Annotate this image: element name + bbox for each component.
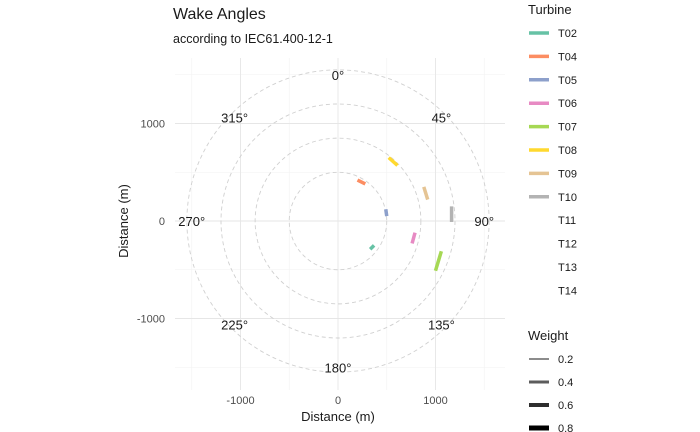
- angle-label: 0°: [332, 68, 344, 83]
- distance-circle: [254, 137, 422, 305]
- distance-circle: [220, 103, 456, 339]
- wake-segment-t07: [433, 250, 444, 272]
- wake-segment-t06: [410, 232, 417, 244]
- wake-segments: [356, 156, 454, 272]
- x-tick-label: 1000: [423, 395, 447, 407]
- angle-label: 180°: [325, 360, 352, 375]
- legend-label-t05: T05: [558, 75, 577, 87]
- angle-label: 225°: [221, 317, 248, 332]
- angle-label: 315°: [221, 111, 248, 126]
- chart-subtitle: according to IEC61.400-12-1: [173, 32, 333, 46]
- legend-label-t02: T02: [558, 28, 577, 40]
- angle-label: 135°: [428, 317, 455, 332]
- angle-labels: 0° 45° 90° 135° 180° 225° 270° 315°: [178, 68, 494, 376]
- legend-weight-label: 0.2: [558, 354, 573, 366]
- wake-segment-t09: [422, 186, 430, 201]
- axes: -1000 0 1000 -1000 0 1000 Distance (m) Distance…: [116, 119, 448, 425]
- wake-segment-t04: [356, 178, 367, 186]
- legend-label-t13: T13: [558, 262, 577, 274]
- y-tick-label: 0: [159, 216, 165, 228]
- legends: Turbine T02 T04 T05 T06 T07 T08 T09 T10 T11 T12 T13…: [528, 2, 577, 432]
- angle-label: 270°: [178, 214, 205, 229]
- y-tick-label: 1000: [141, 119, 165, 131]
- legend-weight-label: 0.4: [558, 377, 573, 389]
- chart-title: Wake Angles: [173, 6, 266, 23]
- grid-layer: [175, 58, 505, 390]
- x-tick-label: -1000: [226, 395, 254, 407]
- distance-circle: [186, 69, 490, 373]
- y-tick-label: -1000: [137, 314, 165, 326]
- legend-turbine-title: Turbine: [528, 2, 572, 17]
- legend-label-t14: T14: [558, 285, 577, 297]
- legend-weight-label: 0.8: [558, 423, 573, 432]
- distance-circles: [186, 69, 490, 373]
- angle-label: 45°: [432, 111, 452, 126]
- legend-label-t11: T11: [558, 215, 576, 227]
- legend-label-t06: T06: [558, 98, 577, 110]
- legend-weight-title: Weight: [528, 328, 569, 343]
- angle-label: 90°: [474, 214, 494, 229]
- wake-segment-t02: [368, 244, 376, 251]
- legend-label-t09: T09: [558, 168, 577, 180]
- legend-label-t12: T12: [558, 239, 577, 251]
- wake-segment-t05: [384, 209, 389, 217]
- x-axis-label: Distance (m): [301, 409, 375, 424]
- legend-label-t10: T10: [558, 192, 577, 204]
- distance-circle: [288, 171, 388, 271]
- x-tick-label: 0: [335, 395, 341, 407]
- legend-weight-label: 0.6: [558, 400, 573, 412]
- legend-label-t04: T04: [558, 51, 577, 63]
- y-axis-label: Distance (m): [116, 184, 131, 258]
- wake-segment-t08: [387, 156, 399, 167]
- legend-label-t07: T07: [558, 122, 577, 134]
- legend-label-t08: T08: [558, 145, 577, 157]
